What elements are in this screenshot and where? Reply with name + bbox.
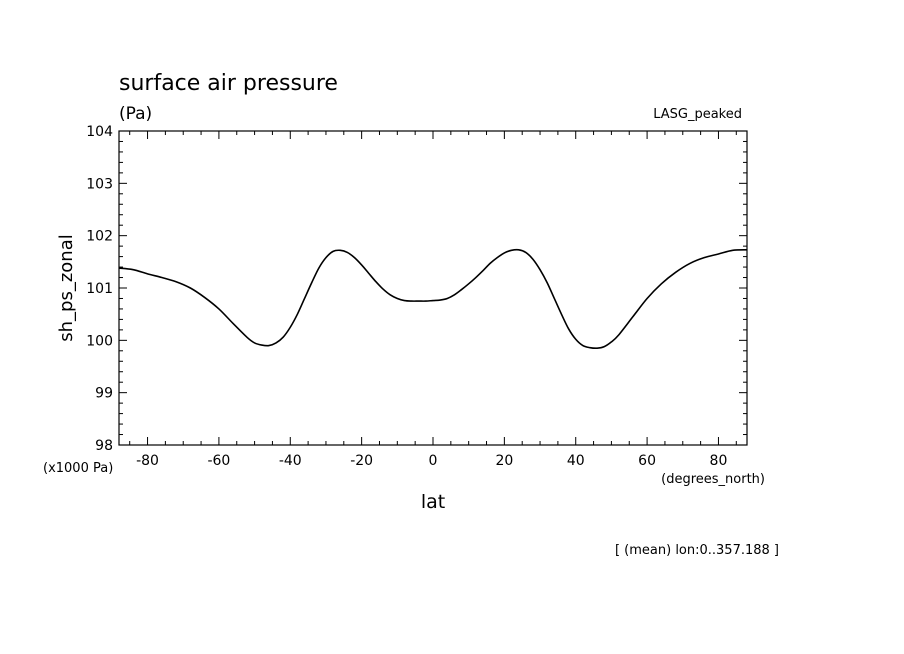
y-axis: 98 99 100 101 102 103 104: [86, 124, 747, 454]
x-tick-label: -80: [136, 453, 159, 469]
y-tick-label: 104: [86, 124, 113, 140]
y-tick-label: 103: [86, 176, 113, 192]
x-tick-label: 40: [567, 453, 585, 469]
y-tick-label: 102: [86, 229, 113, 245]
x-tick-label: -40: [279, 453, 302, 469]
x-tick-label: 80: [710, 453, 728, 469]
x-tick-label: -20: [350, 453, 373, 469]
y-scale-label: (x1000 Pa): [43, 461, 113, 476]
x-axis-label: lat: [421, 491, 445, 513]
plot-area: -80 -60 -40 -20 0 20 40 60 80 98 99 100 101 102 103 10…: [86, 124, 748, 469]
x-units-label: (degrees_north): [661, 472, 765, 487]
y-tick-label: 98: [95, 438, 113, 454]
y-tick-label: 100: [86, 333, 113, 349]
y-axis-label: sh_ps_zonal: [56, 234, 77, 342]
x-tick-label: -60: [207, 453, 230, 469]
x-axis: -80 -60 -40 -20 0 20 40 60 80: [129, 131, 737, 469]
series-group: [118, 248, 748, 350]
series-line: [118, 248, 748, 350]
x-tick-label: 0: [429, 453, 438, 469]
units-label: (Pa): [119, 104, 152, 124]
chart-title: surface air pressure: [119, 71, 338, 96]
dataset-label: LASG_peaked: [653, 107, 742, 122]
x-tick-label: 60: [638, 453, 656, 469]
footer-label: [ (mean) lon:0..357.188 ]: [615, 543, 779, 558]
y-tick-label: 99: [95, 386, 113, 402]
x-tick-label: 20: [495, 453, 513, 469]
plot-frame: [118, 130, 748, 446]
y-tick-label: 101: [86, 281, 113, 297]
